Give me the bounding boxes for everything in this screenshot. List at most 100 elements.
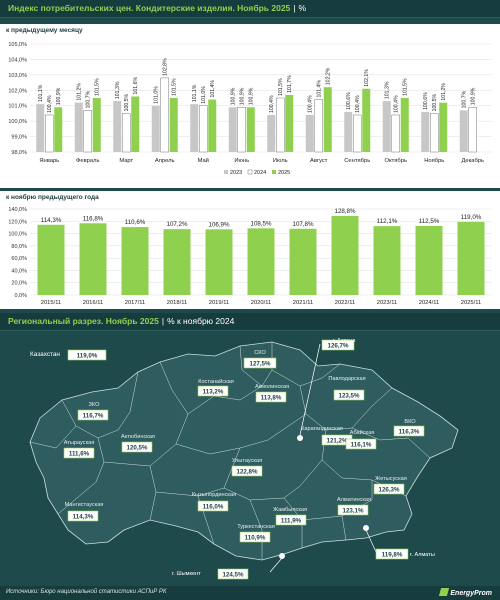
region-value: 111,9% xyxy=(281,518,302,525)
bar-2024 xyxy=(160,77,169,153)
bar-value-label: 101,2% xyxy=(441,83,447,101)
x-tick-label: 2018/11 xyxy=(167,300,188,306)
bar-value-label: 100,4% xyxy=(308,95,314,113)
region-value-box xyxy=(375,548,409,560)
x-tick-label: 2015/11 xyxy=(41,300,62,306)
region-value-box xyxy=(337,504,369,516)
bar-2025 xyxy=(246,107,255,152)
region-value: 110,9% xyxy=(245,535,266,542)
bar-value-label: 107,8% xyxy=(293,221,314,228)
page-footer: Источники: Бюро национальной статистики … xyxy=(0,586,500,600)
bar-2023 xyxy=(190,104,199,152)
bar-value-label: 107,2% xyxy=(167,221,188,228)
region-value-box xyxy=(63,447,95,459)
bar-value xyxy=(121,227,149,295)
x-tick-label: Январь xyxy=(39,158,59,164)
legend-label-2024: 2024 xyxy=(254,170,266,176)
region-value: 119,8% xyxy=(382,552,403,559)
bar-value xyxy=(163,229,191,295)
region-value: 114,3% xyxy=(73,514,94,521)
region-value-box xyxy=(333,389,365,401)
bar-2023 xyxy=(113,101,122,152)
bar-2023 xyxy=(382,101,391,152)
bar-value-label: 128,8% xyxy=(335,208,356,215)
bar-value-label: 116,8% xyxy=(83,215,104,222)
region-value: 121,2% xyxy=(327,438,348,445)
region-name: Мангистауская xyxy=(65,502,104,508)
regional-header: Региональный разрез. Ноябрь 2025 |% к ноя… xyxy=(0,313,500,331)
bar-value xyxy=(205,229,233,295)
region-value-box xyxy=(231,465,263,477)
bar-2024 xyxy=(468,107,477,153)
bar-value-label: 101,5% xyxy=(95,78,101,96)
bar-value-label: 101,1% xyxy=(192,84,198,102)
region-name: ЗКО xyxy=(89,402,101,408)
astana-marker xyxy=(297,435,303,441)
x-tick-label: Декабрь xyxy=(461,158,484,164)
region-value-box xyxy=(197,385,229,397)
region-value: 124,5% xyxy=(223,572,244,579)
y-tick-label: 104,0% xyxy=(8,57,27,63)
page-header: Индекс потребительских цен. Кондитерские… xyxy=(0,0,500,18)
monthly-chart-panel: к предыдущему месяцу 98,0% 99,0% 100,0% 101… xyxy=(0,24,500,188)
bar-value xyxy=(79,223,107,295)
bar-value-label: 100,9% xyxy=(249,87,255,105)
bar-value-label: 102,8% xyxy=(163,58,169,76)
x-tick-label: 2021/11 xyxy=(293,300,314,306)
legend-swatch-2024 xyxy=(247,169,253,175)
bar-value-label: 101,3% xyxy=(385,81,391,99)
bar-value-label: 100,9% xyxy=(56,87,62,105)
region-name: ВКО xyxy=(404,419,416,425)
bar-2023 xyxy=(421,111,430,152)
legend-swatch-2023 xyxy=(224,170,228,174)
region-value-box xyxy=(393,425,425,437)
bar-2025 xyxy=(54,107,63,152)
bar-2024 xyxy=(199,105,208,153)
bar-2023 xyxy=(344,111,353,152)
y-tick-label: 98,0% xyxy=(11,150,27,156)
bar-value xyxy=(457,221,485,295)
bar-value-label: 100,6% xyxy=(423,92,429,110)
region-value-box xyxy=(77,409,109,421)
bar-value xyxy=(331,215,359,295)
monthly-chart-title: к предыдущему месяцу xyxy=(6,27,83,34)
x-tick-label: 2024/11 xyxy=(419,300,440,306)
x-tick-label: 2025/11 xyxy=(461,300,482,306)
x-tick-label: 2017/11 xyxy=(125,300,146,306)
y-tick-label: 40,0% xyxy=(11,268,27,274)
bar-2024 xyxy=(122,113,131,153)
bar-value-label: 100,4% xyxy=(355,95,361,113)
bar-value xyxy=(415,225,443,295)
y-tick-label: 99,0% xyxy=(11,135,27,141)
bar-value-label: 100,5% xyxy=(432,93,438,111)
x-tick-label: Ноябрь xyxy=(424,158,444,164)
region-name: г. Шымкент xyxy=(172,571,201,577)
regional-unit: % к ноябрю 2024 xyxy=(167,316,235,326)
page-title: Индекс потребительских цен. Кондитерские… xyxy=(8,3,306,13)
region-name: Абайская xyxy=(350,429,375,436)
region-value: 122,8% xyxy=(237,469,258,476)
bar-value-label: 100,9% xyxy=(240,87,246,105)
x-tick-label: Март xyxy=(119,158,133,164)
x-tick-label: 2020/11 xyxy=(251,300,272,306)
bar-value xyxy=(37,224,65,295)
region-value: 116,0% xyxy=(203,504,224,511)
region-value: 127,5% xyxy=(250,361,271,368)
region-value: 120,5% xyxy=(127,445,148,452)
bar-value-label: 102,1% xyxy=(364,69,370,87)
bar-value-label: 110,6% xyxy=(125,219,146,226)
y-tick-label: 101,0% xyxy=(8,104,27,110)
region-name: Костанайская xyxy=(198,378,234,385)
bar-2024 xyxy=(430,113,439,153)
bar-2025 xyxy=(323,87,332,152)
bar-2024 xyxy=(391,114,400,153)
regional-title: Региональный разрез. Ноябрь 2025 |% к ноя… xyxy=(8,316,234,326)
bar-value-label: 100,9% xyxy=(231,87,237,105)
x-tick-label: Июнь xyxy=(234,158,249,164)
region-name: Акмолинская xyxy=(255,384,289,390)
bar-2025 xyxy=(131,96,140,152)
bar-2023 xyxy=(151,105,160,152)
bar-value-label: 101,3% xyxy=(115,81,121,99)
region-name: СКО xyxy=(254,350,266,356)
region-name: Жамбылская xyxy=(273,507,307,513)
